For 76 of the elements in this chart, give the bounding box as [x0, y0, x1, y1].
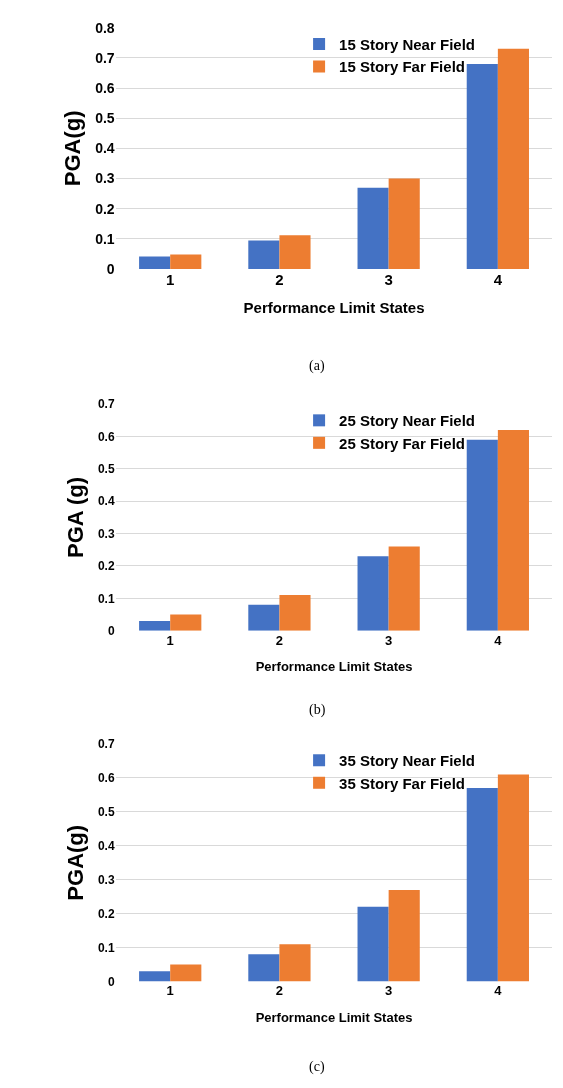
x-axis-title: Performance Limit States [243, 299, 425, 317]
legend-label: 25 Story Near Field [339, 412, 475, 430]
legend-label: 25 Story Far Field [339, 434, 465, 452]
x-tick-label: 2 [275, 271, 284, 289]
y-tick-label: 0.3 [97, 526, 115, 541]
x-tick-label: 2 [275, 632, 284, 648]
bar [388, 178, 420, 270]
x-tick-label: 4 [493, 271, 503, 289]
bar [357, 187, 389, 270]
y-tick-label: 0.1 [95, 230, 115, 247]
x-tick-label: 1 [166, 632, 174, 648]
text: (a) [309, 358, 325, 374]
bar [170, 964, 202, 982]
y-axis-title: PGA(g) [59, 110, 85, 187]
bar [388, 546, 420, 631]
bar [466, 439, 498, 631]
bar [248, 954, 280, 982]
x-tick-label: 3 [384, 271, 393, 289]
y-tick-label: 0.1 [97, 591, 115, 606]
legend-label: 15 Story Far Field [339, 58, 465, 76]
bar [388, 889, 420, 982]
x-tick-label: 4 [494, 632, 503, 648]
y-tick-label: 0.7 [97, 737, 115, 752]
y-tick-label: 0.6 [95, 79, 115, 96]
bar [357, 556, 389, 631]
y-tick-label: 0.2 [97, 559, 115, 574]
y-tick-label: 0.2 [95, 200, 115, 217]
x-tick-label: 4 [494, 983, 503, 999]
y-tick-label: 0.4 [95, 140, 115, 157]
y-tick-label: 0.5 [97, 462, 115, 477]
y-tick-label: 0.6 [97, 429, 115, 444]
x-tick-label: 1 [166, 983, 174, 999]
bar [466, 63, 498, 270]
x-tick-label: 3 [385, 983, 393, 999]
bar [139, 971, 171, 982]
bar [139, 256, 171, 270]
bar [170, 254, 202, 270]
y-axis-title: PGA(g) [62, 824, 88, 901]
x-axis-title: Performance Limit States [255, 1010, 413, 1026]
legend-label: 15 Story Near Field [339, 35, 475, 53]
x-axis-title: Performance Limit States [255, 659, 413, 675]
bar [357, 906, 389, 982]
y-tick-label: 0 [107, 623, 115, 638]
y-tick-label: 0.8 [95, 19, 115, 36]
bar [497, 429, 529, 631]
legend-label: 35 Story Near Field [339, 752, 475, 770]
y-tick-label: 0 [106, 261, 115, 278]
y-tick-label: 0.6 [97, 771, 115, 786]
y-tick-label: 0.7 [97, 397, 115, 412]
x-tick-label: 2 [275, 983, 284, 999]
y-tick-label: 0 [107, 974, 115, 989]
y-tick-label: 0.2 [97, 906, 115, 921]
y-tick-label: 0.4 [97, 838, 115, 853]
y-tick-label: 0.7 [95, 49, 115, 66]
text: (c) [309, 1059, 325, 1075]
bar [248, 604, 280, 631]
bar [279, 235, 311, 270]
bar [139, 621, 171, 631]
y-tick-label: 0.3 [95, 170, 115, 187]
x-tick-label: 1 [166, 271, 175, 289]
y-tick-label: 0.3 [97, 872, 115, 887]
bar [466, 788, 498, 982]
bar [279, 944, 311, 982]
y-tick-label: 0.1 [97, 940, 115, 955]
bar [497, 48, 529, 270]
bar [497, 774, 529, 982]
bar [170, 614, 202, 631]
bar [279, 595, 311, 631]
legend-label: 35 Story Far Field [339, 774, 465, 792]
text: (b) [309, 702, 326, 718]
y-tick-label: 0.5 [95, 110, 115, 127]
bar [248, 240, 280, 270]
y-tick-label: 0.4 [97, 494, 115, 509]
y-axis-title: PGA (g) [62, 476, 88, 558]
x-tick-label: 3 [385, 632, 393, 648]
y-tick-label: 0.5 [97, 805, 115, 820]
